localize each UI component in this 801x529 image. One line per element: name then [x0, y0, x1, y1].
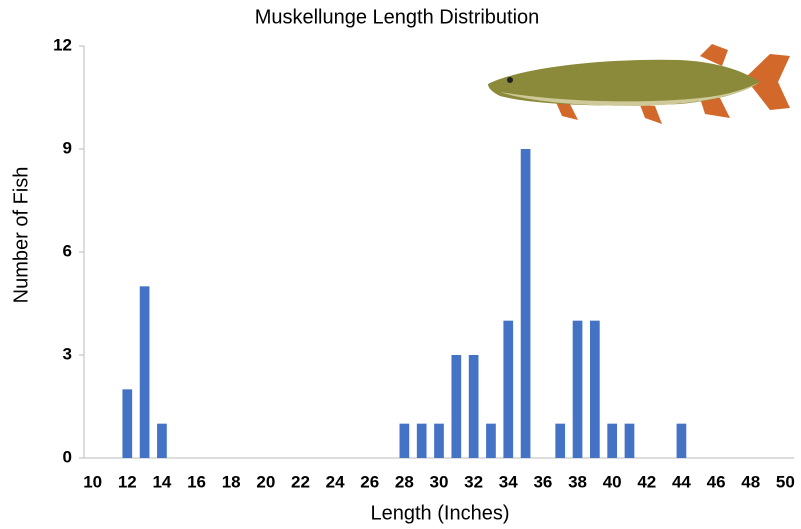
- x-tick-label: 24: [326, 472, 345, 491]
- x-tick-label: 16: [187, 472, 206, 491]
- x-tick-label: 48: [741, 472, 760, 491]
- x-axis-label: Length (Inches): [371, 502, 510, 524]
- y-tick-label: 0: [63, 447, 72, 466]
- bar: [157, 423, 167, 458]
- bar: [590, 320, 600, 458]
- x-tick-label: 26: [360, 472, 379, 491]
- y-tick-label: 6: [63, 241, 72, 260]
- bar: [676, 423, 687, 458]
- x-tick-label: 14: [152, 472, 171, 491]
- bar: [139, 286, 150, 458]
- x-tick-label: 34: [499, 472, 518, 491]
- y-axis-label: Number of Fish: [10, 167, 32, 304]
- y-tick-label: 9: [63, 138, 72, 157]
- x-tick-label: 36: [533, 472, 552, 491]
- bar: [520, 149, 531, 458]
- chart-title: Muskellunge Length Distribution: [255, 6, 540, 28]
- y-tick-label: 12: [53, 35, 72, 54]
- bar: [416, 423, 427, 458]
- bar: [451, 355, 462, 458]
- x-tick-label: 28: [395, 472, 414, 491]
- x-tick-label: 10: [83, 472, 102, 491]
- bar: [555, 423, 566, 458]
- x-tick-label: 20: [256, 472, 275, 491]
- x-tick-label: 50: [776, 472, 795, 491]
- bar: [399, 423, 410, 458]
- x-tick-label: 38: [568, 472, 587, 491]
- x-tick-label: 46: [707, 472, 726, 491]
- bar: [468, 355, 479, 458]
- bar: [572, 320, 583, 458]
- x-tick-label: 42: [637, 472, 656, 491]
- x-tick-label: 40: [603, 472, 622, 491]
- x-tick-label: 32: [464, 472, 483, 491]
- x-tick-label: 22: [291, 472, 310, 491]
- y-tick-label: 3: [63, 344, 72, 363]
- bar: [122, 389, 133, 458]
- bar: [486, 423, 496, 458]
- bar: [434, 423, 444, 458]
- x-tick-label: 18: [222, 472, 241, 491]
- x-tick-label: 30: [430, 472, 449, 491]
- bar: [503, 320, 514, 458]
- x-tick-label: 44: [672, 472, 691, 491]
- bar: [607, 423, 618, 458]
- bar: [624, 423, 635, 458]
- fish-illustration: [488, 44, 790, 124]
- x-tick-label: 12: [118, 472, 137, 491]
